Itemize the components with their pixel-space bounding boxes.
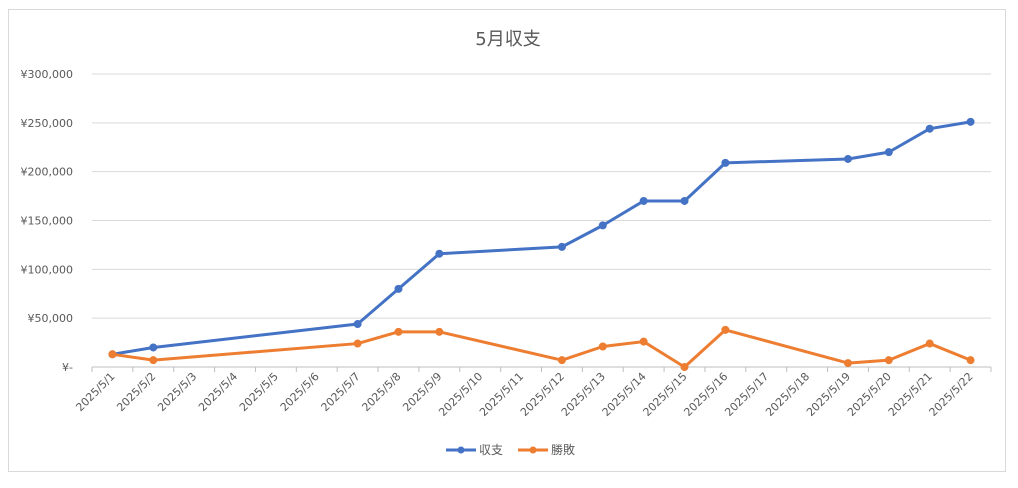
series-line [110, 120, 973, 356]
legend-swatch-marker [457, 446, 465, 454]
data-point [557, 242, 566, 251]
x-axis-ticks: 2025/5/12025/5/22025/5/32025/5/42025/5/5… [73, 367, 992, 419]
data-point [108, 350, 117, 359]
x-tick-label: 2025/5/2 [114, 370, 158, 414]
chart-frame: 5月収支 ¥- ¥50,000 ¥100,000 ¥150,000 ¥200,000 ¥2… [8, 9, 1006, 472]
data-point [680, 196, 689, 205]
data-point [925, 124, 934, 133]
x-tick-label: 2025/5/8 [359, 370, 403, 414]
data-point [394, 327, 403, 336]
legend[interactable]: 収支 勝敗 [446, 442, 575, 457]
y-tick-label: ¥100,000 [21, 263, 74, 276]
legend-swatch-marker [529, 446, 537, 454]
chart-title: 5月収支 [475, 29, 540, 50]
series-2 [108, 325, 975, 371]
data-point [353, 320, 362, 329]
x-tick-label: 2025/5/1 [73, 370, 117, 414]
x-tick-label: 2025/5/6 [278, 370, 322, 414]
y-tick-label: ¥150,000 [21, 215, 74, 228]
legend-label: 収支 [479, 443, 503, 457]
data-point [353, 339, 362, 348]
x-tick-label: 2025/5/5 [237, 370, 281, 414]
y-tick-label: ¥250,000 [21, 117, 74, 130]
series-layer [108, 117, 975, 371]
data-point [721, 158, 730, 167]
data-point [966, 117, 975, 126]
x-tick-label: 2025/5/4 [196, 370, 240, 414]
y-tick-label: ¥50,000 [28, 312, 74, 325]
legend-label: 勝敗 [551, 442, 575, 457]
y-tick-label: ¥- [62, 361, 73, 374]
data-point [639, 196, 648, 205]
data-point [394, 284, 403, 293]
data-point [149, 343, 158, 352]
data-point [557, 356, 566, 365]
data-point [598, 221, 607, 230]
data-point [843, 359, 852, 368]
grid-layer [92, 73, 991, 368]
y-tick-label: ¥200,000 [21, 166, 74, 179]
data-point [884, 356, 893, 365]
x-tick-label: 2025/5/22 [927, 370, 976, 419]
data-point [598, 342, 607, 351]
data-point [843, 154, 852, 163]
y-tick-label: ¥300,000 [21, 68, 74, 81]
data-point [884, 148, 893, 157]
series-1 [108, 117, 975, 359]
y-axis-ticks: ¥- ¥50,000 ¥100,000 ¥150,000 ¥200,000 ¥250,00… [21, 68, 74, 374]
series-line [110, 328, 973, 369]
x-tick-label: 2025/5/7 [319, 370, 363, 414]
data-point [639, 337, 648, 346]
data-point [966, 356, 975, 365]
line-chart: 5月収支 ¥- ¥50,000 ¥100,000 ¥150,000 ¥200,000 ¥2… [21, 29, 992, 457]
data-point [925, 339, 934, 348]
x-tick-label: 2025/5/3 [155, 370, 199, 414]
legend-item[interactable]: 収支 [446, 443, 503, 457]
data-point [435, 249, 444, 258]
data-point [149, 356, 158, 365]
data-point [721, 325, 730, 334]
data-point [435, 327, 444, 336]
legend-item[interactable]: 勝敗 [518, 442, 575, 457]
data-point [680, 363, 689, 371]
